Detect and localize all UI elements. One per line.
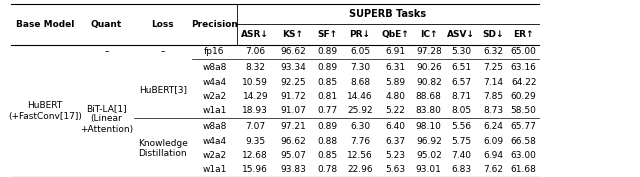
Text: 96.62: 96.62: [280, 136, 306, 145]
Text: 0.78: 0.78: [317, 165, 338, 174]
Text: 90.82: 90.82: [416, 78, 442, 87]
Text: 12.56: 12.56: [347, 151, 373, 160]
Text: 91.72: 91.72: [280, 92, 306, 101]
Text: 6.51: 6.51: [451, 63, 471, 72]
Text: w1a1: w1a1: [202, 165, 227, 174]
Text: 0.77: 0.77: [317, 106, 338, 115]
Text: 97.21: 97.21: [280, 122, 306, 131]
Text: 58.50: 58.50: [511, 106, 536, 115]
Text: 95.02: 95.02: [416, 151, 442, 160]
Text: 7.62: 7.62: [483, 165, 504, 174]
Text: 8.68: 8.68: [350, 78, 370, 87]
Text: 96.92: 96.92: [416, 136, 442, 145]
Text: Quant: Quant: [91, 20, 122, 29]
Text: 90.26: 90.26: [416, 63, 442, 72]
Text: 0.88: 0.88: [317, 136, 338, 145]
Text: w4a4: w4a4: [202, 78, 227, 87]
Text: 7.25: 7.25: [483, 63, 504, 72]
Text: PR↓: PR↓: [349, 30, 371, 39]
Text: 10.59: 10.59: [243, 78, 268, 87]
Text: HuBERT
(+FastConv[17]): HuBERT (+FastConv[17]): [8, 101, 82, 121]
Text: 65.00: 65.00: [511, 47, 536, 56]
Text: 93.83: 93.83: [280, 165, 306, 174]
Text: w2a2: w2a2: [202, 151, 227, 160]
Text: 5.89: 5.89: [385, 78, 406, 87]
Text: 5.75: 5.75: [451, 136, 471, 145]
Text: 5.22: 5.22: [385, 106, 405, 115]
Text: 98.10: 98.10: [416, 122, 442, 131]
Text: 92.25: 92.25: [280, 78, 306, 87]
Text: w4a4: w4a4: [202, 136, 227, 145]
Text: 15.96: 15.96: [243, 165, 268, 174]
Text: IC↑: IC↑: [420, 30, 438, 39]
Text: 7.40: 7.40: [451, 151, 471, 160]
Text: 6.32: 6.32: [483, 47, 504, 56]
Text: 0.89: 0.89: [317, 122, 338, 131]
Text: 6.94: 6.94: [483, 151, 504, 160]
Text: 6.24: 6.24: [484, 122, 504, 131]
Text: w8a8: w8a8: [202, 122, 227, 131]
Text: 96.62: 96.62: [280, 47, 306, 56]
Text: 6.09: 6.09: [483, 136, 504, 145]
Text: 60.29: 60.29: [511, 92, 536, 101]
Text: 93.34: 93.34: [280, 63, 306, 72]
Text: 7.76: 7.76: [350, 136, 370, 145]
Text: 0.81: 0.81: [317, 92, 338, 101]
Text: 63.00: 63.00: [511, 151, 536, 160]
Text: SUPERB Tasks: SUPERB Tasks: [349, 9, 426, 19]
Text: 5.56: 5.56: [451, 122, 471, 131]
Text: KS↑: KS↑: [282, 30, 303, 39]
Text: 0.85: 0.85: [317, 78, 338, 87]
Text: SF↑: SF↑: [317, 30, 338, 39]
Text: w8a8: w8a8: [202, 63, 227, 72]
Text: 6.83: 6.83: [451, 165, 471, 174]
Text: 5.30: 5.30: [451, 47, 471, 56]
Text: 9.35: 9.35: [245, 136, 266, 145]
Text: w2a2: w2a2: [202, 92, 227, 101]
Text: 0.89: 0.89: [317, 47, 338, 56]
Text: 7.07: 7.07: [245, 122, 266, 131]
Text: QbE↑: QbE↑: [381, 30, 410, 39]
Text: 91.07: 91.07: [280, 106, 306, 115]
Text: 7.06: 7.06: [245, 47, 266, 56]
Text: 4.80: 4.80: [385, 92, 406, 101]
Text: 18.93: 18.93: [243, 106, 268, 115]
Text: HuBERT[3]: HuBERT[3]: [139, 85, 187, 94]
Text: 6.57: 6.57: [451, 78, 471, 87]
Text: 25.92: 25.92: [347, 106, 372, 115]
Text: SD↓: SD↓: [483, 30, 504, 39]
Text: w1a1: w1a1: [202, 106, 227, 115]
Text: 66.58: 66.58: [511, 136, 536, 145]
Text: 6.91: 6.91: [385, 47, 406, 56]
Text: 97.28: 97.28: [416, 47, 442, 56]
Text: ASV↓: ASV↓: [447, 30, 475, 39]
Text: 8.05: 8.05: [451, 106, 471, 115]
Text: ASR↓: ASR↓: [241, 30, 269, 39]
Text: Precision: Precision: [191, 20, 238, 29]
Text: 6.31: 6.31: [385, 63, 406, 72]
Text: –: –: [161, 47, 165, 56]
Text: 6.30: 6.30: [350, 122, 370, 131]
Text: 22.96: 22.96: [347, 165, 372, 174]
Text: 14.29: 14.29: [243, 92, 268, 101]
Text: 0.89: 0.89: [317, 63, 338, 72]
Text: 7.14: 7.14: [483, 78, 504, 87]
Text: 6.40: 6.40: [385, 122, 406, 131]
Text: 83.80: 83.80: [416, 106, 442, 115]
Text: Knowledge
Distillation: Knowledge Distillation: [138, 139, 188, 158]
Text: ER↑: ER↑: [513, 30, 534, 39]
Text: 64.22: 64.22: [511, 78, 536, 87]
Text: 7.30: 7.30: [350, 63, 370, 72]
Text: 8.71: 8.71: [451, 92, 471, 101]
Text: 8.73: 8.73: [483, 106, 504, 115]
Text: 5.63: 5.63: [385, 165, 406, 174]
Text: Loss: Loss: [152, 20, 174, 29]
Text: 65.77: 65.77: [511, 122, 536, 131]
Text: 14.46: 14.46: [347, 92, 372, 101]
Text: 63.16: 63.16: [511, 63, 536, 72]
Text: 93.01: 93.01: [416, 165, 442, 174]
Text: BiT-LA[1]
(Linear
+Attention): BiT-LA[1] (Linear +Attention): [80, 104, 133, 134]
Text: 95.07: 95.07: [280, 151, 306, 160]
Text: 12.68: 12.68: [243, 151, 268, 160]
Text: 88.68: 88.68: [416, 92, 442, 101]
